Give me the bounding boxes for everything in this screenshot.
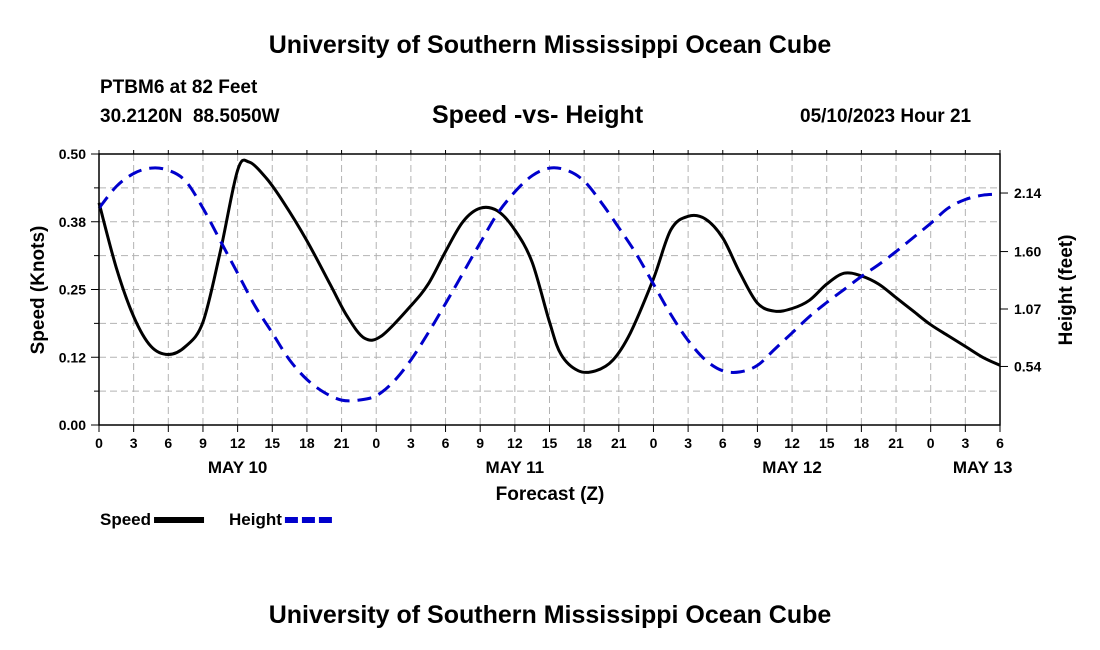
x-tick-label: 9 xyxy=(476,435,484,451)
x-tick-label: 0 xyxy=(927,435,935,451)
y-tick-label: 0.12 xyxy=(59,349,86,365)
series-line-height xyxy=(97,166,1001,403)
x-tick-label: 6 xyxy=(164,435,172,451)
x-tick-label: 0 xyxy=(650,435,658,451)
x-tick-label: 21 xyxy=(611,435,627,451)
y-tick-label: 0.00 xyxy=(59,417,86,433)
x-axis-title: Forecast (Z) xyxy=(496,484,605,505)
x-tick-label: 0 xyxy=(372,435,380,451)
x-tick-label: 3 xyxy=(407,435,415,451)
chart-title: Speed -vs- Height xyxy=(432,101,644,129)
x-tick-label: 3 xyxy=(130,435,138,451)
x-tick-label: 15 xyxy=(264,435,280,451)
y-tick-label: 0.50 xyxy=(59,146,86,162)
date-label: MAY 12 xyxy=(762,458,822,477)
x-tick-label: 9 xyxy=(754,435,762,451)
y-tick-label: 0.38 xyxy=(59,214,86,230)
x-tick-label: 9 xyxy=(199,435,207,451)
x-tick-label: 6 xyxy=(719,435,727,451)
x-tick-label: 0 xyxy=(95,435,103,451)
footer-title: University of Southern Mississippi Ocean… xyxy=(268,601,832,629)
coordinates-label: 30.2120N 88.5050W xyxy=(100,106,280,127)
x-tick-label: 12 xyxy=(507,435,523,451)
y2-tick-label: 2.14 xyxy=(1014,185,1041,201)
legend-label-speed: Speed xyxy=(100,510,151,529)
x-tick-label: 12 xyxy=(230,435,246,451)
series-layer xyxy=(97,158,1001,403)
axis-labels: Forecast (Z) Speed (Knots) Height (feet) xyxy=(28,226,1077,505)
station-label: PTBM6 at 82 Feet xyxy=(100,77,258,98)
y2-tick-label: 0.54 xyxy=(1014,358,1041,374)
x-tick-label: 21 xyxy=(334,435,350,451)
date-label: MAY 10 xyxy=(208,458,268,477)
y-axis-title: Speed (Knots) xyxy=(28,226,49,355)
y2-axis-title: Height (feet) xyxy=(1056,235,1077,346)
legend-label-height: Height xyxy=(229,510,282,529)
x-tick-label: 6 xyxy=(442,435,450,451)
x-tick-label: 18 xyxy=(299,435,315,451)
x-tick-label: 3 xyxy=(961,435,969,451)
axis-ticks: 0 3 6 9 12 15 18 21 0 3 6 9 12 15 18 21 0 3 6 9 12 15 18 21 0 3 6 0… xyxy=(59,146,1042,477)
x-tick-label: 18 xyxy=(854,435,870,451)
x-tick-label: 18 xyxy=(576,435,592,451)
x-tick-label: 21 xyxy=(888,435,904,451)
y2-tick-label: 1.07 xyxy=(1014,301,1041,317)
series-line-speed xyxy=(97,158,1001,374)
x-tick-label: 6 xyxy=(996,435,1004,451)
x-tick-label: 15 xyxy=(542,435,558,451)
date-label: MAY 11 xyxy=(486,458,545,477)
x-tick-label: 12 xyxy=(784,435,800,451)
datetime-label: 05/10/2023 Hour 21 xyxy=(800,106,972,127)
legend: Speed Height xyxy=(100,510,335,529)
x-tick-label: 15 xyxy=(819,435,835,451)
y-tick-label: 0.25 xyxy=(59,282,86,298)
x-tick-label: 3 xyxy=(684,435,692,451)
date-label: MAY 13 xyxy=(953,458,1013,477)
grid-lines xyxy=(99,154,1000,425)
y2-tick-label: 1.60 xyxy=(1014,244,1041,260)
page-title: University of Southern Mississippi Ocean… xyxy=(268,31,832,59)
